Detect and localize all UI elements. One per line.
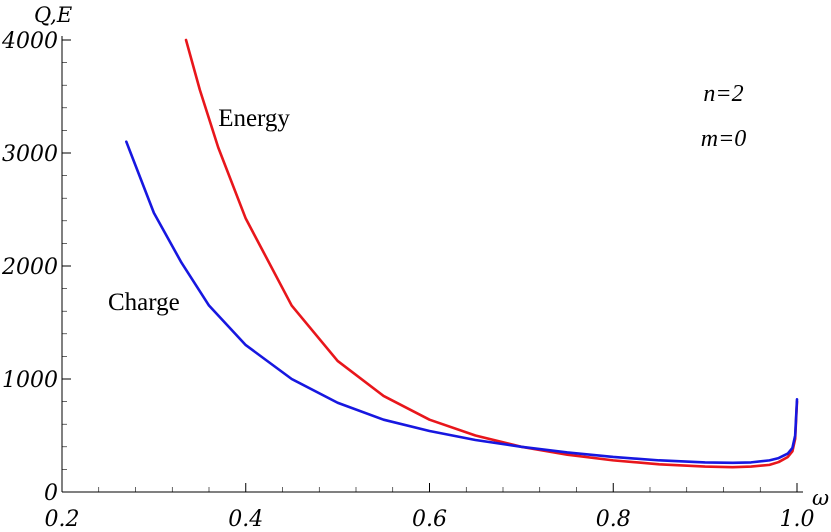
x-tick-label: 0.4 bbox=[228, 507, 263, 532]
x-tick-label: 0.2 bbox=[45, 507, 80, 532]
y-tick-label: 0 bbox=[44, 481, 58, 506]
series-line-charge bbox=[125, 140, 799, 465]
x-axis-title: ω bbox=[812, 486, 829, 510]
series-label-charge: Charge bbox=[108, 289, 180, 316]
x-tick-label: 0.6 bbox=[412, 507, 447, 532]
series-line-energy bbox=[184, 38, 799, 469]
series-label-energy: Energy bbox=[218, 105, 290, 132]
tick-labels: 0.2 0.4 0.6 0.8 1.0 0 1000 2000 3000 4000 bbox=[1, 29, 815, 532]
ticks bbox=[61, 39, 798, 493]
x-tick-label: 1.0 bbox=[780, 507, 815, 532]
y-tick-label: 1000 bbox=[2, 368, 58, 393]
series-labels: Energy Charge bbox=[108, 105, 290, 316]
param-annotation: n=2 bbox=[703, 81, 743, 107]
param-annotation: m=0 bbox=[701, 126, 747, 152]
y-axis-title: Q,E bbox=[34, 3, 72, 27]
y-tick-label: 4000 bbox=[1, 29, 58, 54]
y-tick-label: 2000 bbox=[1, 255, 58, 280]
annotations: n=2 m=0 bbox=[701, 81, 747, 152]
series-lines bbox=[125, 38, 799, 469]
y-tick-label: 3000 bbox=[2, 142, 58, 167]
axes bbox=[61, 36, 803, 493]
x-tick-label: 0.8 bbox=[596, 507, 631, 532]
